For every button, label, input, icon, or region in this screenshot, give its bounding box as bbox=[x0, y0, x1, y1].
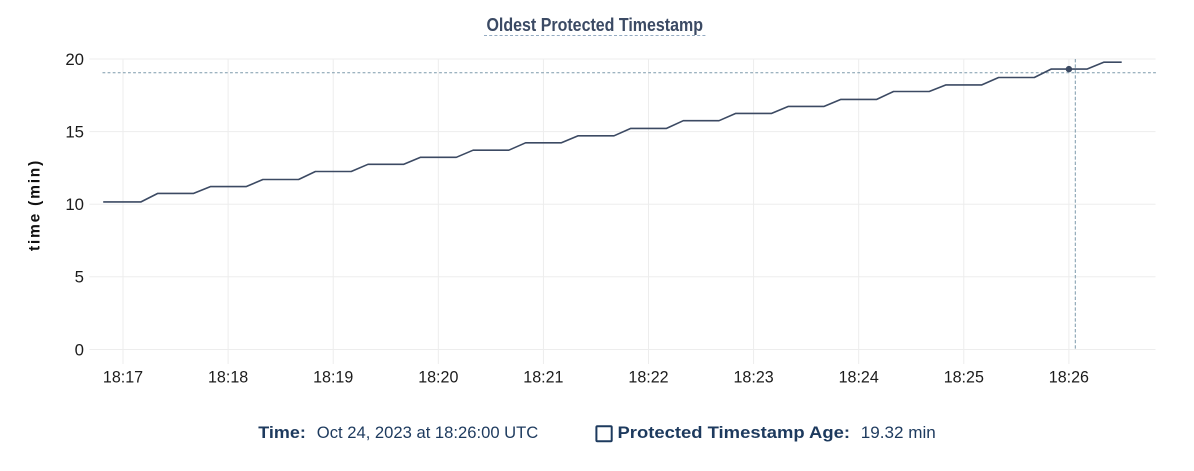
svg-text:Oldest Protected Timestamp: Oldest Protected Timestamp bbox=[487, 14, 704, 35]
svg-text:18:19: 18:19 bbox=[313, 367, 353, 386]
svg-text:Protected Timestamp Age:: Protected Timestamp Age: bbox=[618, 423, 851, 442]
svg-text:Oct 24, 2023 at 18:26:00 UTC: Oct 24, 2023 at 18:26:00 UTC bbox=[317, 423, 539, 442]
svg-text:time (min): time (min) bbox=[27, 159, 44, 251]
svg-text:5: 5 bbox=[75, 268, 84, 287]
svg-text:18:20: 18:20 bbox=[418, 367, 458, 386]
svg-text:20: 20 bbox=[65, 50, 84, 69]
svg-text:18:22: 18:22 bbox=[628, 367, 668, 386]
svg-text:18:26: 18:26 bbox=[1049, 367, 1089, 386]
svg-text:18:21: 18:21 bbox=[523, 367, 563, 386]
svg-text:10: 10 bbox=[65, 195, 84, 214]
svg-text:0: 0 bbox=[75, 340, 84, 359]
svg-text:18:24: 18:24 bbox=[839, 367, 879, 386]
svg-text:18:23: 18:23 bbox=[734, 367, 774, 386]
svg-text:18:17: 18:17 bbox=[103, 367, 143, 386]
svg-text:15: 15 bbox=[65, 122, 84, 141]
svg-text:18:25: 18:25 bbox=[944, 367, 984, 386]
svg-text:19.32 min: 19.32 min bbox=[861, 423, 936, 442]
svg-text:Time:: Time: bbox=[258, 423, 306, 442]
svg-text:18:18: 18:18 bbox=[208, 367, 248, 386]
